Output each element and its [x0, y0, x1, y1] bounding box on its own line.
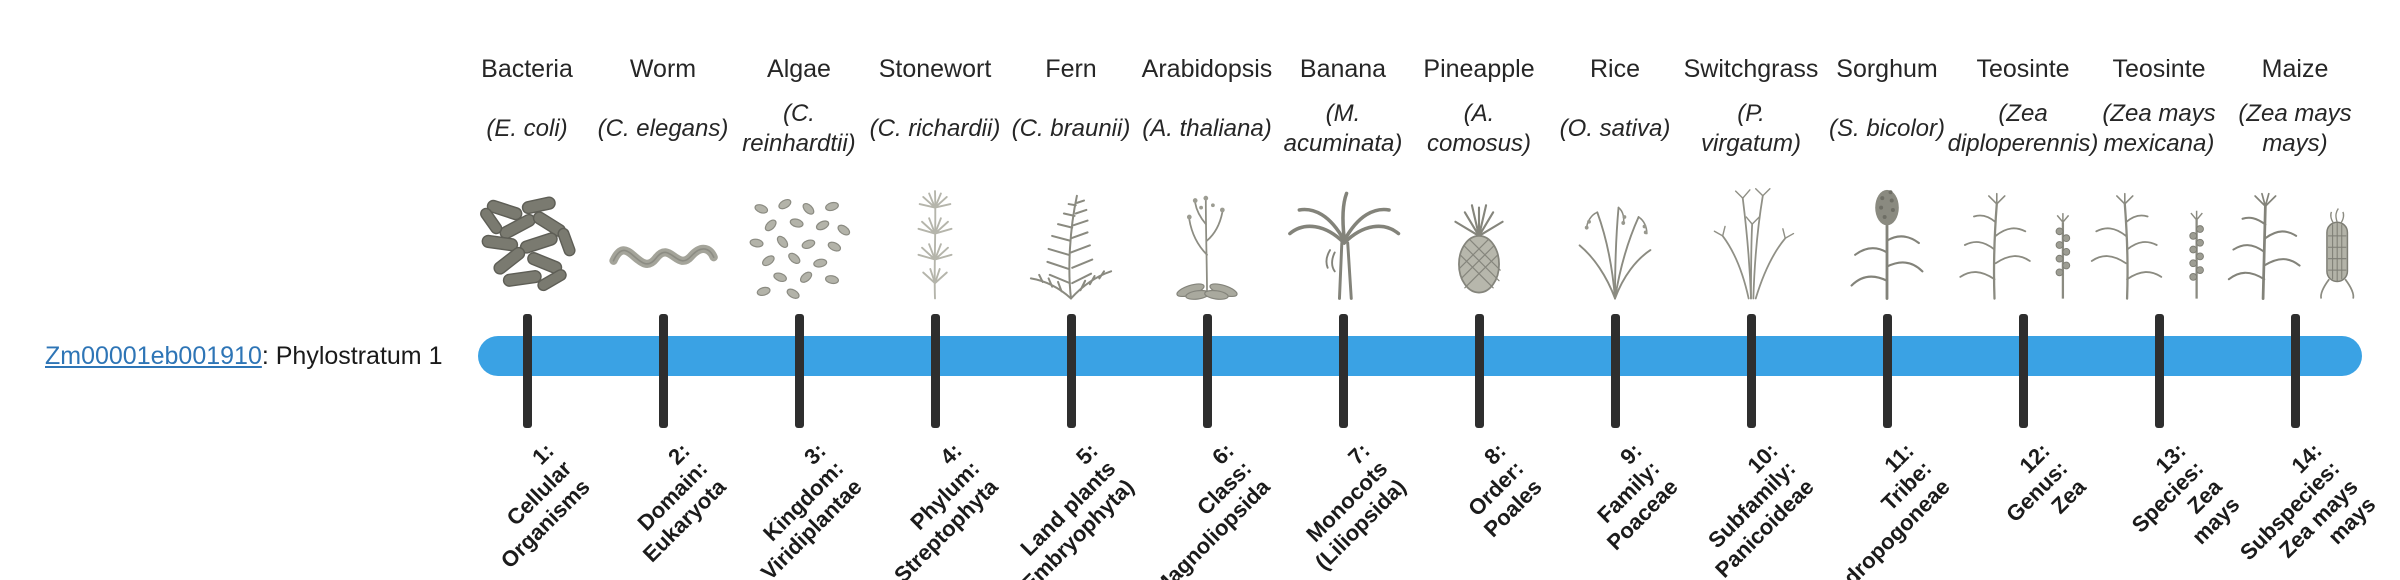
phylostratum-tick — [1474, 314, 1484, 428]
organism-species: (A. thaliana) — [1142, 115, 1272, 142]
phylostratum-column-1: Bacteria (E. coli) 1: Cellular Organisms — [427, 0, 627, 580]
organism-species: (S. bicolor) — [1828, 115, 1946, 142]
organism-species: (M. acuminata) — [1283, 100, 1403, 157]
teosinte-mexicana-illustration — [2059, 168, 2259, 302]
organism-name: Worm — [629, 55, 697, 83]
teosinte-diploperennis-illustration — [1923, 168, 2123, 302]
banana-illustration — [1243, 168, 1443, 302]
organism-name: Bacteria — [481, 55, 573, 83]
gene-id-link[interactable]: Zm00001eb001910 — [45, 342, 262, 370]
phylostratum-tick — [1066, 314, 1076, 428]
organism-name: Sorghum — [1836, 55, 1938, 83]
stonewort-illustration — [835, 168, 1035, 302]
phylostratum-column-3: Algae (C. reinhardtii) 3: Kingdom: Virid… — [699, 0, 899, 580]
organism-species: (A. comosus) — [1426, 100, 1532, 157]
phylostratum-column-4: Stonewort (C. richardii) 4: Phylum: Stre… — [835, 0, 1035, 580]
pineapple-illustration — [1379, 168, 1579, 302]
worm-illustration — [563, 168, 763, 302]
phylostratum-column-12: Teosinte (Zea diploperennis) 12: Genus: … — [1923, 0, 2123, 580]
phylostratum-column-13: Teosinte (Zea mays mexicana) 13: Species… — [2059, 0, 2259, 580]
phylostratum-tick — [2018, 314, 2028, 428]
phylostratum-tick — [1610, 314, 1620, 428]
gene-label: Zm00001eb001910: Phylostratum 1 — [45, 338, 443, 374]
organism-name: Rice — [1589, 55, 1640, 83]
organism-name: Arabidopsis — [1141, 55, 1273, 83]
organism-name: Teosinte — [1976, 55, 2070, 83]
organism-species: (C. braunii) — [1011, 115, 1131, 142]
organism-species: (P. virgatum) — [1700, 100, 1802, 157]
phylostratum-column-10: Switchgrass (P. virgatum) 10: Subfamily:… — [1651, 0, 1851, 580]
organism-species: (Zea mays mays) — [2238, 100, 2352, 157]
phylostratum-column-2: Worm (C. elegans) 2: Domain: Eukaryota — [563, 0, 763, 580]
organism-name: Teosinte — [2112, 55, 2206, 83]
organism-name: Algae — [767, 55, 831, 83]
organism-name: Stonewort — [878, 55, 992, 83]
organism-species: (C. reinhardtii) — [742, 100, 856, 157]
organism-species: (E. coli) — [486, 115, 568, 142]
phylostratum-tick — [1746, 314, 1756, 428]
organism-name: Pineapple — [1423, 55, 1535, 83]
arabidopsis-illustration — [1107, 168, 1307, 302]
organism-species: (C. richardii) — [869, 115, 1001, 142]
phylostratum-column-14: Maize (Zea mays mays) 14: Subspecies: Ze… — [2195, 0, 2395, 580]
phylostratum-tick — [930, 314, 940, 428]
bacteria-illustration — [427, 168, 627, 302]
phylostratum-tick — [1202, 314, 1212, 428]
fern-illustration — [971, 168, 1171, 302]
organism-species: (C. elegans) — [597, 115, 729, 142]
sorghum-illustration — [1787, 168, 1987, 302]
phylostratum-tick — [2154, 314, 2164, 428]
organism-name: Maize — [2261, 55, 2329, 83]
organism-species: (Zea mays mexicana) — [2102, 100, 2216, 157]
phylostratum-column-7: Banana (M. acuminata) 7: Monocots (Lilio… — [1243, 0, 1443, 580]
phylostratum-tick — [522, 314, 532, 428]
organism-name: Fern — [1045, 55, 1097, 83]
phylostratum-tick — [1882, 314, 1892, 428]
organism-species: (O. sativa) — [1559, 115, 1671, 142]
organism-species: (Zea diploperennis) — [1947, 100, 2099, 157]
organism-name: Banana — [1299, 55, 1387, 83]
phylostratum-column-9: Rice (O. sativa) 9: Family: Poaceae — [1515, 0, 1715, 580]
algae-illustration — [699, 168, 899, 302]
phylostratum-column-11: Sorghum (S. bicolor) 11: Tribe: Andropog… — [1787, 0, 1987, 580]
phylostratum-column-5: Fern (C. braunii) 5: Land plants (Embryo… — [971, 0, 1171, 580]
rice-illustration — [1515, 168, 1715, 302]
phylostratum-tick — [1338, 314, 1348, 428]
phylostratum-tick — [794, 314, 804, 428]
phylostratum-tick — [2290, 314, 2300, 428]
maize-illustration — [2195, 168, 2395, 302]
phylostratum-bar — [478, 336, 2362, 376]
phylostratum-suffix: : Phylostratum 1 — [261, 342, 443, 370]
phylostratum-column-6: Arabidopsis (A. thaliana) 6: Class: Magn… — [1107, 0, 1307, 580]
phylostratum-column-8: Pineapple (A. comosus) 8: Order: Poales — [1379, 0, 1579, 580]
organism-name: Switchgrass — [1683, 55, 1819, 83]
switchgrass-illustration — [1651, 168, 1851, 302]
phylostratum-tick — [658, 314, 668, 428]
